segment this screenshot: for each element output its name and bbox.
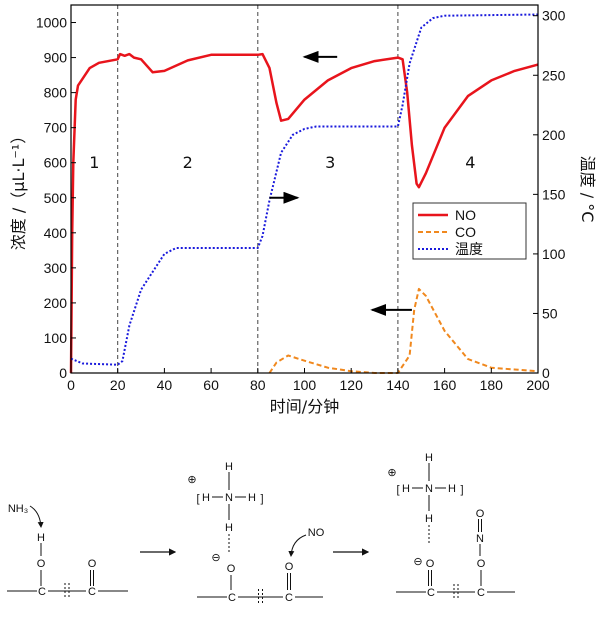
atom-label: C xyxy=(38,586,46,598)
atom-label: N xyxy=(476,533,484,545)
x-tick-label: 120 xyxy=(340,377,364,393)
nh3-label: NH₃ xyxy=(8,503,28,515)
y2-tick-label: 50 xyxy=(542,305,558,321)
y-tick-label: 1000 xyxy=(36,15,67,31)
y2-tick-label: 100 xyxy=(542,246,566,262)
bracket: [ xyxy=(196,493,199,505)
atom-label: O xyxy=(227,563,236,575)
atom-label: H xyxy=(202,492,210,504)
atom-label: H xyxy=(225,522,233,534)
atom-label: H xyxy=(425,452,433,464)
chart: 0 20 40 60 80 100 120 140 160 180 2000100200300400… xyxy=(9,4,597,416)
atom-label: N xyxy=(425,483,433,495)
atom-label: C xyxy=(228,592,236,604)
x-tick-label: 80 xyxy=(250,377,266,393)
atom-label: O xyxy=(477,558,486,570)
atom-label: H xyxy=(225,461,233,473)
x-tick-label: 100 xyxy=(293,377,317,393)
phase-label: 2 xyxy=(183,153,193,172)
y-tick-label: 800 xyxy=(44,85,68,101)
bracket: ] xyxy=(460,484,463,496)
series-CO xyxy=(268,287,539,374)
phase-label: 1 xyxy=(89,153,99,172)
electron-arrow xyxy=(29,505,44,528)
y2-tick-label: 250 xyxy=(542,67,566,83)
negative-charge: ⊖ xyxy=(413,556,422,568)
atom-label: C xyxy=(285,592,293,604)
x-tick-label: 140 xyxy=(386,377,410,393)
y-axis-label: 浓度 /（μL·L⁻¹） xyxy=(9,128,28,250)
atom-label: H xyxy=(402,483,410,495)
atom-label: N xyxy=(225,492,233,504)
no-label: NO xyxy=(308,527,325,539)
y2-tick-label: 150 xyxy=(542,186,566,202)
y-tick-label: 200 xyxy=(44,295,68,311)
y-tick-label: 400 xyxy=(44,225,68,241)
x-tick-label: 0 xyxy=(67,377,75,393)
atom-label: O xyxy=(476,508,485,520)
y-tick-label: 500 xyxy=(44,190,68,206)
y-tick-label: 700 xyxy=(44,120,68,136)
series-温度 xyxy=(70,13,539,366)
bracket: ] xyxy=(260,493,263,505)
atom-label: O xyxy=(426,558,435,570)
y2-axis-label: 温度 / °C xyxy=(578,156,597,223)
legend-label: NO xyxy=(455,207,476,223)
x-axis-label: 时间/分钟 xyxy=(270,397,339,416)
y2-tick-label: 0 xyxy=(542,365,550,381)
y-tick-label: 100 xyxy=(44,330,68,346)
phase-label: 3 xyxy=(325,153,335,172)
phase-label: 4 xyxy=(465,153,475,172)
atom-label: O xyxy=(88,558,97,570)
x-tick-label: 40 xyxy=(157,377,173,393)
x-tick-label: 180 xyxy=(480,377,504,393)
x-tick-label: 160 xyxy=(433,377,457,393)
series-NO xyxy=(69,52,539,374)
atom-label: C xyxy=(88,586,96,598)
y-tick-label: 300 xyxy=(44,260,68,276)
x-tick-label: 200 xyxy=(526,377,550,393)
y2-tick-label: 200 xyxy=(542,127,566,143)
y2-tick-label: 300 xyxy=(542,8,566,24)
atom-label: C xyxy=(427,587,435,599)
legend-label: CO xyxy=(455,224,476,240)
y-tick-label: 0 xyxy=(59,365,67,381)
atom-label: O xyxy=(285,561,294,573)
bracket: [ xyxy=(396,484,399,496)
electron-arrow xyxy=(288,534,307,557)
x-tick-label: 20 xyxy=(110,377,126,393)
negative-charge: ⊖ xyxy=(211,552,220,564)
positive-charge: ⊕ xyxy=(387,467,396,479)
atom-label: H xyxy=(37,532,45,544)
positive-charge: ⊕ xyxy=(187,474,196,486)
atom-label: H xyxy=(448,483,456,495)
legend-label: 温度 xyxy=(455,241,483,257)
y-tick-label: 900 xyxy=(44,50,68,66)
atom-label: C xyxy=(477,587,485,599)
y-tick-label: 600 xyxy=(44,155,68,171)
atom-label: H xyxy=(425,513,433,525)
x-tick-label: 60 xyxy=(203,377,219,393)
atom-label: O xyxy=(37,558,46,570)
atom-label: H xyxy=(248,492,256,504)
